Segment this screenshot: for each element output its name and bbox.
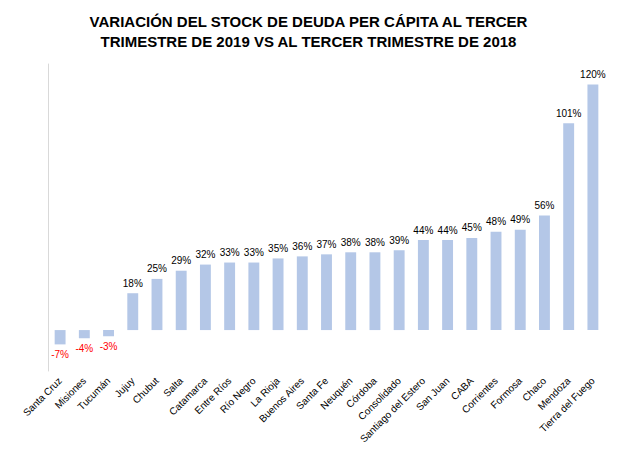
- svg-text:Santiago del Estero: Santiago del Estero: [358, 375, 428, 445]
- svg-text:29%: 29%: [171, 255, 191, 266]
- svg-text:45%: 45%: [462, 222, 482, 233]
- svg-text:33%: 33%: [244, 247, 264, 258]
- svg-text:Entre Ríos: Entre Ríos: [192, 375, 234, 417]
- svg-text:Consolidado: Consolidado: [356, 375, 403, 423]
- svg-text:32%: 32%: [195, 249, 215, 260]
- svg-text:Corrientes: Corrientes: [459, 375, 500, 416]
- svg-text:Misiones: Misiones: [52, 375, 89, 411]
- svg-text:VARIACIÓN DEL STOCK DE DEUDA P: VARIACIÓN DEL STOCK DE DEUDA PER CÁPITA …: [90, 13, 528, 30]
- svg-text:44%: 44%: [413, 225, 433, 236]
- svg-text:Neuquén: Neuquén: [318, 375, 355, 412]
- svg-text:38%: 38%: [341, 237, 361, 248]
- svg-text:Catamarca: Catamarca: [167, 375, 210, 418]
- svg-text:39%: 39%: [389, 235, 409, 246]
- svg-text:Jujuy: Jujuy: [112, 375, 137, 400]
- svg-text:Buenos Aires: Buenos Aires: [256, 375, 307, 425]
- svg-text:25%: 25%: [147, 263, 167, 274]
- svg-text:56%: 56%: [534, 200, 554, 211]
- svg-text:48%: 48%: [486, 216, 506, 227]
- svg-text:La Rioja: La Rioja: [248, 375, 282, 409]
- svg-text:Tucumán: Tucumán: [75, 375, 112, 412]
- svg-text:-3%: -3%: [100, 341, 118, 352]
- svg-text:Tierra del Fuego: Tierra del Fuego: [537, 375, 597, 435]
- svg-text:Chubut: Chubut: [130, 375, 161, 406]
- svg-text:44%: 44%: [438, 225, 458, 236]
- svg-text:TRIMESTRE DE 2019 VS AL TERCER: TRIMESTRE DE 2019 VS AL TERCER TRIMESTRE…: [101, 33, 517, 50]
- svg-text:Formosa: Formosa: [488, 375, 524, 411]
- svg-text:CABA: CABA: [448, 375, 476, 403]
- svg-text:101%: 101%: [556, 108, 582, 119]
- svg-text:-7%: -7%: [51, 349, 69, 360]
- svg-text:120%: 120%: [580, 69, 606, 80]
- svg-text:-4%: -4%: [75, 343, 93, 354]
- svg-text:18%: 18%: [123, 278, 143, 289]
- svg-text:Chaco: Chaco: [520, 375, 549, 404]
- svg-text:49%: 49%: [510, 214, 530, 225]
- svg-text:35%: 35%: [268, 243, 288, 254]
- svg-text:33%: 33%: [220, 247, 240, 258]
- svg-text:38%: 38%: [365, 237, 385, 248]
- svg-text:Mendoza: Mendoza: [535, 375, 573, 412]
- svg-text:Río Negro: Río Negro: [218, 375, 258, 415]
- svg-text:Salta: Salta: [161, 375, 186, 399]
- svg-text:San Juan: San Juan: [414, 375, 452, 413]
- svg-text:Santa Cruz: Santa Cruz: [20, 375, 64, 419]
- svg-text:Santa Fe: Santa Fe: [294, 375, 331, 412]
- svg-text:36%: 36%: [292, 241, 312, 252]
- svg-text:Córdoba: Córdoba: [344, 375, 379, 410]
- svg-text:37%: 37%: [316, 239, 336, 250]
